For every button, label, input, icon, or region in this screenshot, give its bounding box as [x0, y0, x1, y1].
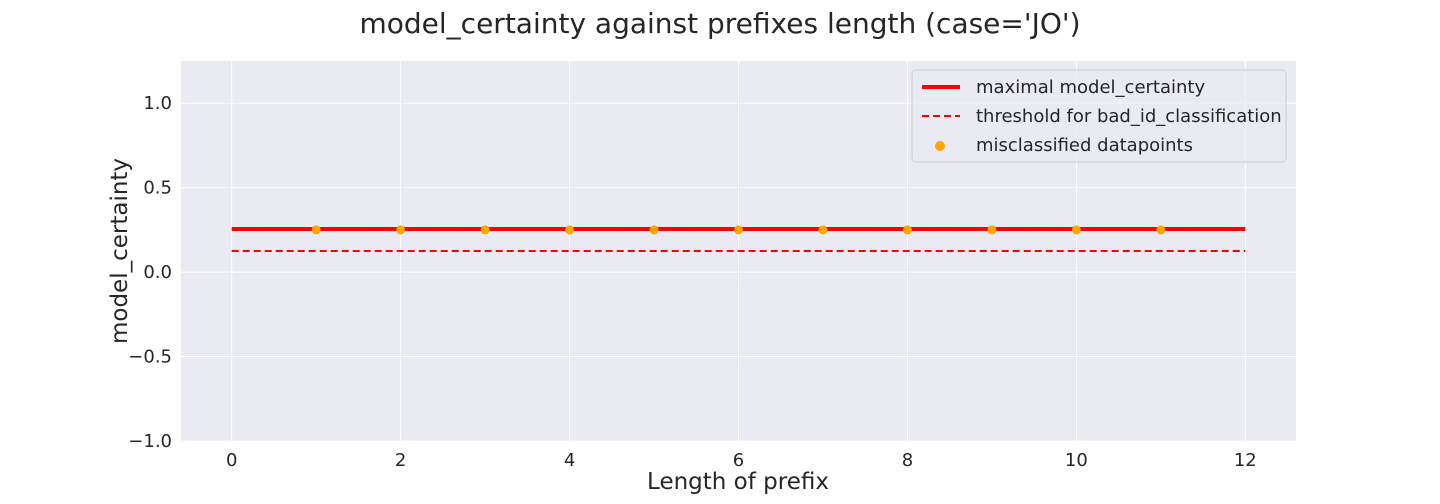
x-axis-label: Length of prefix — [647, 469, 829, 495]
x-tick-label: 0 — [226, 450, 237, 471]
misclassified-point — [649, 225, 659, 235]
y-tick-label: 1.0 — [143, 93, 172, 114]
legend-label-threshold: threshold for bad_id_classification — [976, 106, 1282, 127]
misclassified-point — [734, 225, 743, 235]
misclassified-point — [902, 225, 912, 235]
misclassified-point — [818, 225, 828, 235]
x-tick-label: 8 — [902, 450, 913, 471]
x-tick-label: 6 — [733, 450, 744, 471]
y-tick-label: 0.5 — [143, 178, 172, 199]
x-tick-label: 2 — [395, 450, 406, 471]
legend-label-max-line: maximal model_certainty — [976, 77, 1205, 98]
misclassified-point — [1071, 225, 1081, 235]
legend-box — [911, 69, 1287, 163]
legend-handle-misclassified — [935, 141, 945, 151]
misclassified-point — [480, 225, 490, 235]
legend: maximal model_certainty threshold for ba… — [911, 69, 1287, 163]
y-tick-label: −1.0 — [128, 431, 172, 452]
y-axis-label: model_certainty — [107, 158, 133, 344]
ticks: 0 2 4 6 8 10 12 −1.0 −0.5 0.0 0.5 1.0 — [128, 93, 1256, 471]
y-tick-label: −0.5 — [128, 347, 172, 368]
legend-label-misclassified: misclassified datapoints — [976, 135, 1193, 156]
misclassified-point — [1156, 225, 1166, 235]
x-tick-label: 12 — [1234, 450, 1257, 471]
x-tick-label: 10 — [1065, 450, 1088, 471]
x-tick-label: 4 — [564, 450, 575, 471]
misclassified-point — [565, 225, 575, 235]
misclassified-point — [396, 225, 406, 235]
y-tick-label: 0.0 — [143, 262, 172, 283]
series-layer — [231, 225, 1246, 252]
chart-title: model_certainty against prefixes length … — [360, 7, 1081, 40]
misclassified-point — [311, 225, 321, 235]
misclassified-point — [987, 225, 997, 235]
